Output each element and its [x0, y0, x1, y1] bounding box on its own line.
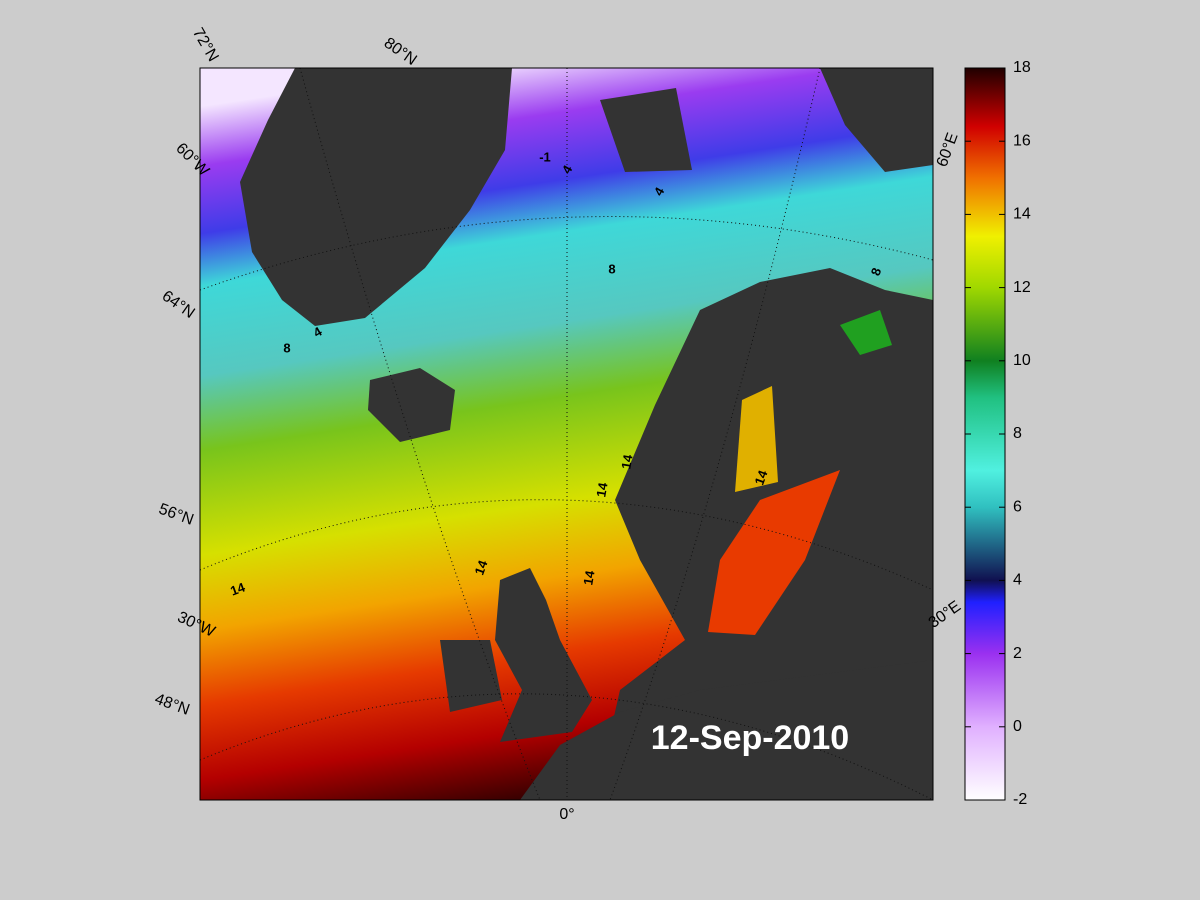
ireland	[440, 640, 502, 712]
iceland	[368, 368, 455, 442]
map-frame	[199, 67, 934, 801]
arctic-land	[820, 68, 933, 172]
contour-label: 14	[751, 468, 770, 487]
colorbar-tick-label: 10	[1013, 352, 1031, 369]
baltic-sea	[708, 470, 840, 635]
svalbard	[600, 88, 692, 172]
colorbar-tick-label: 0	[1013, 718, 1022, 735]
white-sea	[840, 310, 892, 355]
graticule-label: 80°N	[381, 35, 420, 69]
colorbar-tick-label: 2	[1013, 645, 1022, 662]
graticule-label: 56°N	[156, 501, 195, 529]
graticule-label: 48°N	[152, 691, 191, 719]
contour-label: 14	[228, 579, 247, 598]
graticule-label: 64°N	[159, 288, 198, 322]
colorbar-tick-label: 14	[1013, 206, 1031, 223]
great-britain	[495, 568, 592, 742]
contour-label: 14	[593, 481, 610, 499]
contour-label: 8	[608, 261, 615, 276]
colorbar-tick-label: 18	[1013, 59, 1031, 76]
colorbar-tick-label: -2	[1013, 791, 1027, 808]
date-label: 12-Sep-2010	[651, 719, 849, 757]
contour-label: 14	[471, 558, 490, 577]
graticule-label: 60°E	[934, 131, 962, 170]
graticule-label: 0°	[559, 806, 574, 823]
greenland	[240, 68, 512, 326]
gulf-of-bothnia	[735, 386, 778, 492]
map	[200, 68, 933, 800]
graticule-label: 72°N	[189, 25, 222, 64]
colorbar-tick-label: 12	[1013, 279, 1031, 296]
colorbar	[964, 67, 1006, 801]
colorbar-tick-label: 8	[1013, 425, 1022, 442]
contour-label: 8	[283, 340, 290, 355]
colorbar-tick-label: 6	[1013, 498, 1022, 515]
graticule	[200, 68, 933, 800]
colorbar-tick-label: 16	[1013, 132, 1031, 149]
contour-label: 8	[868, 266, 885, 278]
contour-label: 14	[580, 569, 597, 587]
contour-label: 14	[618, 453, 635, 471]
contour-label: -1	[539, 149, 551, 164]
colorbar-tick-label: 4	[1013, 572, 1022, 589]
europe	[520, 660, 933, 800]
